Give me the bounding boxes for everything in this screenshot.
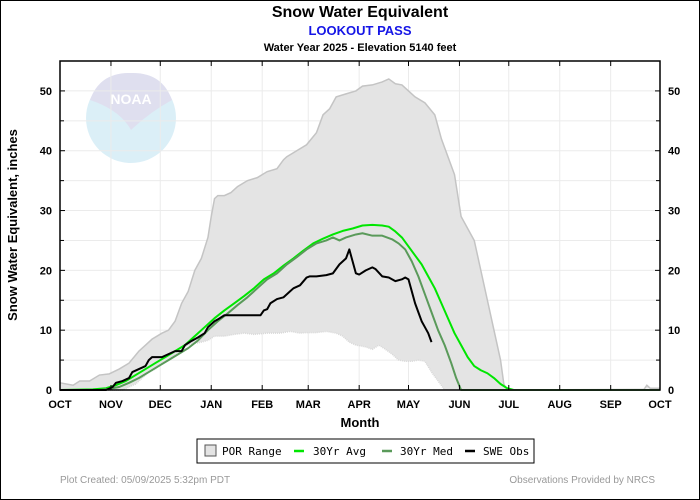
y-tick-label-left: 50 bbox=[40, 86, 52, 98]
y-tick-label-left: 30 bbox=[40, 206, 52, 218]
legend-item-por-range: POR Range bbox=[204, 444, 282, 458]
x-tick-label: AUG bbox=[547, 399, 571, 411]
x-tick-label: JAN bbox=[200, 399, 222, 411]
legend-label-30yr-med: 30Yr Med bbox=[400, 445, 453, 458]
x-tick-label: JUL bbox=[498, 399, 519, 411]
noaa-logo-text: NOAA bbox=[110, 91, 151, 107]
30yr-med-line bbox=[60, 232, 660, 391]
legend-label-swe-obs: SWE Obs bbox=[483, 445, 529, 458]
y-tick-label-right: 30 bbox=[668, 206, 680, 218]
y-tick-label-right: 50 bbox=[668, 86, 680, 98]
y-tick-label-left: 20 bbox=[40, 265, 52, 277]
x-tick-label: OCT bbox=[648, 399, 672, 411]
y-tick-label-left: 40 bbox=[40, 146, 52, 158]
y-tick-label-right: 20 bbox=[668, 265, 680, 277]
legend-item-30yr-avg: 30Yr Avg bbox=[294, 445, 366, 458]
x-tick-label: DEC bbox=[149, 399, 172, 411]
y-axis-label: Snow Water Equivalent, inches bbox=[5, 129, 20, 321]
x-tick-label: MAY bbox=[397, 399, 421, 411]
x-tick-label: MAR bbox=[296, 399, 321, 411]
x-axis-label: Month bbox=[341, 415, 380, 430]
legend-swatch-por-range bbox=[204, 444, 217, 457]
y-tick-label-right: 40 bbox=[668, 146, 680, 158]
y-tick-label-left: 0 bbox=[46, 385, 52, 397]
chart-subtitle: Water Year 2025 - Elevation 5140 feet bbox=[264, 42, 457, 54]
x-tick-label: JUN bbox=[448, 399, 470, 411]
legend-item-30yr-med: 30Yr Med bbox=[382, 445, 453, 458]
legend-box bbox=[196, 438, 535, 464]
x-tick-label: SEP bbox=[600, 399, 622, 411]
y-tick-label-right: 0 bbox=[668, 385, 674, 397]
plot-frame bbox=[59, 60, 661, 391]
legend-label-30yr-avg: 30Yr Avg bbox=[313, 445, 366, 458]
x-tick-label: OCT bbox=[48, 399, 72, 411]
x-tick-label: APR bbox=[348, 399, 371, 411]
por-range-max-edge bbox=[59, 78, 660, 391]
y-tick-label-left: 10 bbox=[40, 325, 52, 337]
legend: POR Range 30Yr Avg 30Yr Med SWE Obs bbox=[196, 438, 535, 464]
noaa-logo-watermark: NOAA bbox=[86, 72, 176, 163]
observations-credit: Observations Provided by NRCS bbox=[509, 475, 655, 486]
x-tick-label: FEB bbox=[251, 399, 273, 411]
station-name: LOOKOUT PASS bbox=[308, 23, 411, 38]
plot-created-note: Plot Created: 05/09/2025 5:32pm PDT bbox=[60, 475, 230, 486]
axes: 0 0 10 10 20 20 30 30 40 40 50 50 OCT NOV DEC JAN FEB MAR… bbox=[40, 60, 680, 411]
swe-obs-line bbox=[60, 248, 433, 391]
x-tick-label: NOV bbox=[99, 399, 124, 411]
legend-label-por-range: POR Range bbox=[222, 445, 282, 458]
y-tick-label-right: 10 bbox=[668, 325, 680, 337]
series-lines bbox=[59, 223, 660, 391]
chart-title: Snow Water Equivalent bbox=[272, 4, 449, 21]
legend-item-swe-obs: SWE Obs bbox=[465, 445, 529, 458]
